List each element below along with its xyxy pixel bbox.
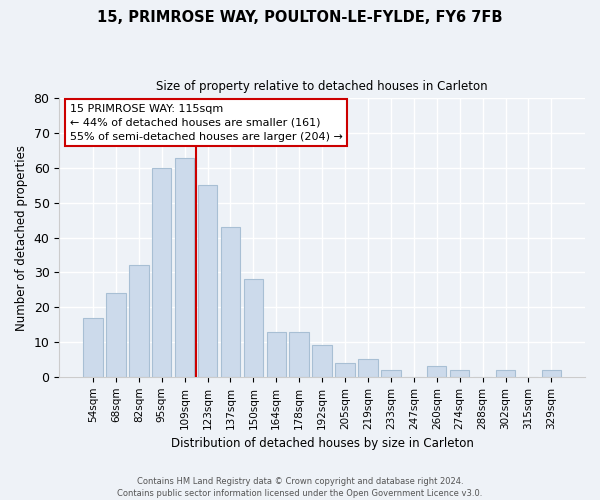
Bar bbox=[244, 280, 263, 377]
Title: Size of property relative to detached houses in Carleton: Size of property relative to detached ho… bbox=[157, 80, 488, 93]
Bar bbox=[83, 318, 103, 377]
Bar bbox=[335, 363, 355, 377]
Bar bbox=[266, 332, 286, 377]
Bar bbox=[313, 346, 332, 377]
Bar bbox=[542, 370, 561, 377]
Bar bbox=[427, 366, 446, 377]
Bar bbox=[198, 186, 217, 377]
Bar bbox=[496, 370, 515, 377]
Bar bbox=[106, 294, 125, 377]
Text: 15 PRIMROSE WAY: 115sqm
← 44% of detached houses are smaller (161)
55% of semi-d: 15 PRIMROSE WAY: 115sqm ← 44% of detache… bbox=[70, 104, 343, 142]
Text: Contains HM Land Registry data © Crown copyright and database right 2024.
Contai: Contains HM Land Registry data © Crown c… bbox=[118, 476, 482, 498]
Bar bbox=[381, 370, 401, 377]
Y-axis label: Number of detached properties: Number of detached properties bbox=[15, 144, 28, 330]
Bar bbox=[358, 360, 378, 377]
Bar bbox=[129, 266, 149, 377]
Bar bbox=[152, 168, 172, 377]
Text: 15, PRIMROSE WAY, POULTON-LE-FYLDE, FY6 7FB: 15, PRIMROSE WAY, POULTON-LE-FYLDE, FY6 … bbox=[97, 10, 503, 25]
X-axis label: Distribution of detached houses by size in Carleton: Distribution of detached houses by size … bbox=[171, 437, 473, 450]
Bar bbox=[175, 158, 194, 377]
Bar bbox=[289, 332, 309, 377]
Bar bbox=[450, 370, 469, 377]
Bar bbox=[221, 227, 240, 377]
